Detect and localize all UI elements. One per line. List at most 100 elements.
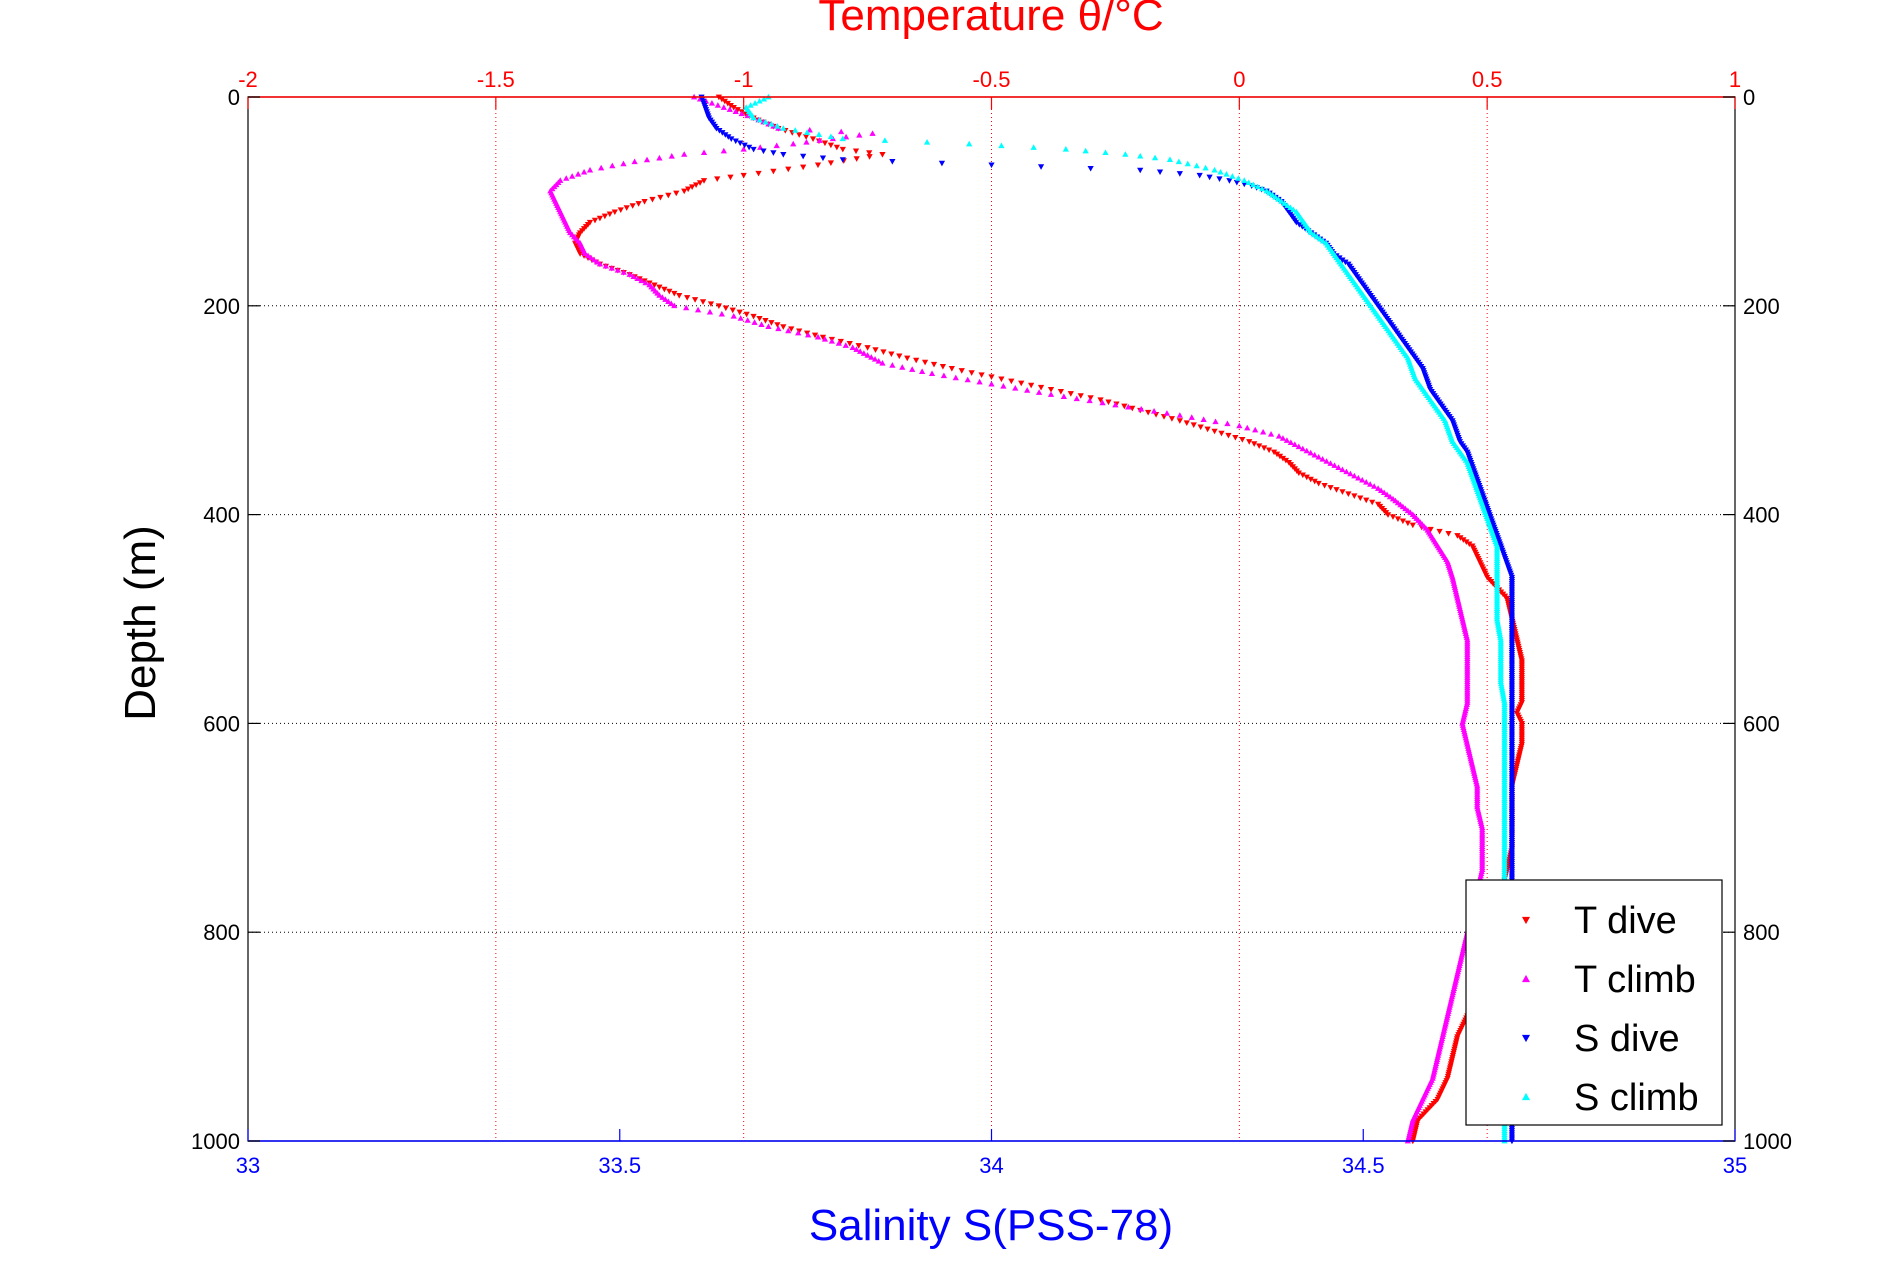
- t-climb-point: [871, 356, 879, 362]
- t-dive-point: [1394, 516, 1402, 522]
- t-climb-point: [706, 308, 714, 315]
- s-dive-point: [770, 150, 777, 156]
- t-climb-point: [1327, 460, 1334, 466]
- t-climb-point: [1279, 435, 1287, 441]
- t-dive-point: [601, 213, 608, 220]
- s-climb-point: [1235, 175, 1242, 181]
- t-climb-point: [757, 144, 764, 150]
- t-climb-point: [875, 358, 882, 364]
- t-dive-point: [1077, 393, 1084, 399]
- t-climb-point: [614, 267, 621, 273]
- t-climb-point: [714, 102, 722, 108]
- t-dive-point: [666, 288, 673, 295]
- t-dive-point: [888, 351, 895, 358]
- t-dive-point: [827, 142, 835, 149]
- s-climb-point: [1266, 189, 1273, 196]
- y-axis-tick-label-left: 200: [203, 294, 240, 319]
- s-dive-point: [780, 152, 787, 158]
- s-climb-point: [1263, 187, 1270, 194]
- t-dive-point: [740, 172, 747, 179]
- t-dive-point: [866, 154, 873, 160]
- t-climb-point: [1024, 387, 1031, 393]
- t-climb-point: [1343, 468, 1350, 475]
- t-climb-point: [1295, 443, 1302, 450]
- top-axis-title: Temperature θ/°C: [818, 0, 1163, 40]
- t-dive-point: [591, 217, 599, 224]
- t-climb-point: [744, 317, 751, 323]
- t-dive-point: [635, 201, 642, 207]
- t-climb-point: [899, 364, 906, 370]
- bottom-axis-tick-label: 34.5: [1342, 1153, 1385, 1178]
- t-dive-point: [774, 322, 781, 328]
- t-dive-point: [1363, 497, 1370, 504]
- s-climb-point: [1281, 200, 1288, 206]
- t-climb-point: [738, 110, 745, 117]
- t-dive-point: [1129, 405, 1136, 412]
- s-dive-point: [760, 148, 767, 155]
- t-dive-point: [827, 160, 835, 166]
- t-dive-point: [1445, 531, 1452, 537]
- t-climb-point: [869, 130, 876, 136]
- y-axis-tick-label-right: 600: [1743, 711, 1780, 736]
- t-climb-point: [620, 269, 627, 275]
- s-dive-point: [750, 146, 757, 153]
- t-climb-point: [1212, 418, 1219, 425]
- t-climb-point: [1386, 493, 1394, 500]
- s-climb-point: [1269, 191, 1276, 198]
- bottom-axis-tick-label: 34: [979, 1153, 1003, 1178]
- t-dive-point: [1168, 416, 1176, 422]
- t-climb-point: [1319, 456, 1326, 462]
- t-climb-point: [838, 128, 845, 135]
- s-climb-point: [1308, 229, 1315, 236]
- t-climb-point: [1363, 479, 1370, 485]
- t-climb-point: [814, 333, 822, 340]
- t-dive-point: [1218, 430, 1225, 437]
- s-dive-point: [737, 140, 744, 147]
- t-climb-point: [1035, 389, 1043, 395]
- t-climb-point: [586, 166, 594, 173]
- t-dive-point: [880, 349, 887, 355]
- t-dive-point: [833, 144, 840, 151]
- t-climb-point: [720, 147, 727, 154]
- t-climb-point: [1371, 483, 1378, 489]
- s-climb-point: [1314, 233, 1321, 240]
- s-climb-point: [1062, 145, 1069, 152]
- t-climb-point: [775, 325, 782, 332]
- t-climb-point: [683, 304, 690, 311]
- t-climb-point: [785, 327, 792, 334]
- t-dive-point: [768, 320, 775, 326]
- s-dive-point: [800, 153, 807, 160]
- s-dive-point: [1137, 167, 1144, 174]
- s-climb-point: [1175, 158, 1182, 165]
- t-dive-point: [1176, 418, 1183, 424]
- s-climb-point: [1287, 204, 1294, 211]
- s-climb-point: [762, 118, 769, 125]
- bottom-axis-tick-label: 33.5: [598, 1153, 641, 1178]
- t-dive-point: [676, 292, 683, 299]
- t-dive-point: [617, 207, 624, 213]
- t-climb-point: [1252, 426, 1259, 433]
- t-dive-point: [1008, 378, 1015, 385]
- t-dive-point: [750, 313, 757, 320]
- s-climb-point: [756, 97, 763, 104]
- t-climb-point: [758, 321, 765, 327]
- y-axis-tick-label-right: 200: [1743, 294, 1780, 319]
- t-climb-point: [1163, 410, 1171, 416]
- t-dive-point: [904, 355, 911, 362]
- t-climb-point: [849, 344, 856, 350]
- s-dive-point: [1037, 164, 1045, 170]
- legend-label-s-climb: S climb: [1574, 1077, 1699, 1119]
- t-climb-point: [765, 323, 772, 330]
- t-climb-point: [842, 133, 850, 140]
- legend: T dive T climb S dive S climb: [1465, 879, 1723, 1126]
- legend-label-t-dive: T dive: [1574, 900, 1677, 942]
- t-dive-point: [661, 286, 668, 293]
- t-climb-point: [584, 252, 592, 259]
- s-climb-point: [1202, 164, 1209, 171]
- t-climb-point: [1236, 422, 1243, 429]
- t-dive-point: [770, 168, 777, 175]
- t-climb-point: [1375, 485, 1382, 491]
- t-dive-point: [866, 150, 873, 156]
- t-climb-point: [662, 296, 669, 302]
- s-climb-point: [747, 102, 754, 108]
